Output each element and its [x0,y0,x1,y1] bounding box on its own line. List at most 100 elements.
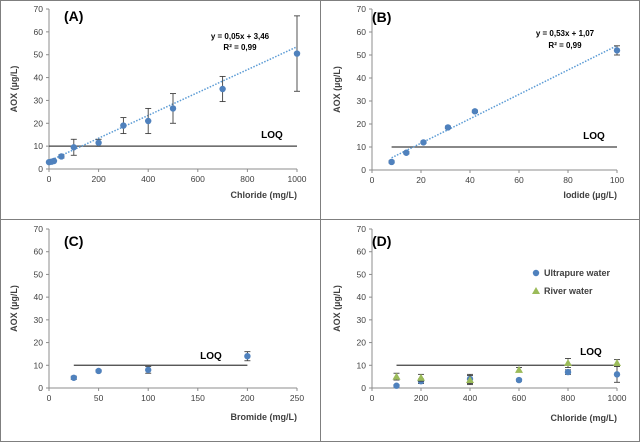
x-tick-label-b: 100 [610,175,624,185]
data-point-a [58,153,65,160]
y-tick-label-d: 20 [357,338,367,348]
data-point-a [293,50,301,57]
x-tick-label-a: 1000 [288,174,307,184]
y-tick-label-d: 10 [357,360,367,370]
x-tick-label-b: 0 [370,175,375,185]
panel-label-d: (D) [372,233,391,249]
x-tick-label-d: 200 [414,393,428,403]
legend-label-ultrapure: Ultrapure water [544,268,611,278]
data-point-b [420,139,427,146]
loq-label-a: LOQ [261,130,283,141]
y-tick-label-b: 60 [357,27,367,37]
panel-label-a: (A) [64,8,83,24]
y-tick-label-c: 10 [34,360,44,370]
legend-marker-ultrapure [532,269,540,277]
data-point-river-d [417,373,425,381]
legend-label-river: River water [544,286,593,296]
trend-equation-a: y = 0,05x + 3,46 [211,32,270,41]
data-point-b [444,124,452,131]
y-tick-label-a: 0 [38,164,43,174]
x-tick-label-a: 0 [47,174,52,184]
panel-label-c: (C) [64,233,83,249]
data-point-c [244,353,251,360]
trendline-a [48,46,298,162]
x-tick-label-d: 1000 [608,393,627,403]
panel-label-b: (B) [372,9,391,25]
y-tick-label-a: 50 [34,50,44,60]
x-axis-title-d: Chloride (mg/L) [551,413,618,423]
y-tick-label-a: 40 [34,73,44,83]
data-point-ultrapure-d [393,382,400,389]
x-tick-label-c: 250 [290,393,304,403]
panel-border-d [320,219,640,442]
data-point-b [613,47,621,54]
x-tick-label-d: 600 [512,393,526,403]
y-tick-label-d: 40 [357,292,367,302]
x-tick-label-b: 60 [514,175,524,185]
y-tick-label-a: 60 [34,27,44,37]
data-point-a [70,144,78,151]
x-tick-label-d: 400 [463,393,477,403]
y-tick-label-b: 0 [361,165,366,175]
data-point-a [50,157,58,165]
y-tick-label-c: 20 [34,338,44,348]
data-point-river-d [515,365,523,373]
x-tick-label-b: 80 [563,175,573,185]
x-tick-label-a: 800 [240,174,254,184]
y-tick-label-d: 50 [357,269,367,279]
data-point-a [169,105,177,112]
x-axis-title-a: Chloride (mg/L) [231,190,298,200]
x-tick-label-c: 50 [94,393,104,403]
y-axis-title-c: AOX (µg/L) [9,285,19,332]
x-tick-label-c: 150 [191,393,205,403]
y-tick-label-c: 0 [38,383,43,393]
data-point-ultrapure-d [564,368,572,376]
y-tick-label-a: 20 [34,118,44,128]
y-tick-label-d: 70 [357,224,367,234]
r-squared-a: R² = 0,99 [223,43,257,52]
x-tick-label-a: 400 [141,174,155,184]
data-point-ultrapure-d [613,371,621,378]
y-tick-label-a: 30 [34,95,44,105]
data-point-river-d [392,372,401,380]
data-point-a [145,117,152,125]
y-tick-label-b: 40 [357,73,367,83]
y-tick-label-d: 60 [357,247,367,257]
data-point-b [403,149,410,156]
loq-label-b: LOQ [583,131,605,142]
y-tick-label-b: 20 [357,119,367,129]
y-tick-label-c: 30 [34,315,44,325]
x-axis-title-b: Iodide (µg/L) [563,190,617,200]
y-axis-title-b: AOX (µg/L) [332,66,342,113]
data-point-river-d [466,376,474,384]
x-tick-label-a: 200 [92,174,106,184]
data-point-river-d [613,359,621,367]
y-tick-label-b: 50 [357,50,367,60]
loq-label-d: LOQ [580,347,602,358]
legend-marker-river [532,287,540,294]
r-squared-b: R² = 0,99 [548,41,582,50]
y-tick-label-c: 50 [34,269,44,279]
x-tick-label-a: 600 [191,174,205,184]
y-tick-label-b: 70 [357,4,367,14]
data-point-ultrapure-d [515,376,523,384]
x-tick-label-d: 800 [561,393,575,403]
trend-equation-b: y = 0,53x + 1,07 [536,29,595,38]
y-tick-label-c: 70 [34,224,44,234]
y-tick-label-a: 10 [34,141,44,151]
x-tick-label-d: 0 [370,393,375,403]
data-point-c [145,366,152,374]
x-tick-label-b: 40 [465,175,475,185]
y-axis-title-d: AOX (µg/L) [332,285,342,332]
y-axis-title-a: AOX (µg/L) [9,66,19,113]
data-point-c [70,374,78,381]
y-tick-label-b: 10 [357,142,367,152]
y-tick-label-d: 0 [361,383,366,393]
y-tick-label-a: 70 [34,4,44,14]
x-tick-label-c: 100 [141,393,155,403]
y-tick-label-c: 60 [34,247,44,257]
y-tick-label-d: 30 [357,315,367,325]
data-point-a [95,139,102,146]
